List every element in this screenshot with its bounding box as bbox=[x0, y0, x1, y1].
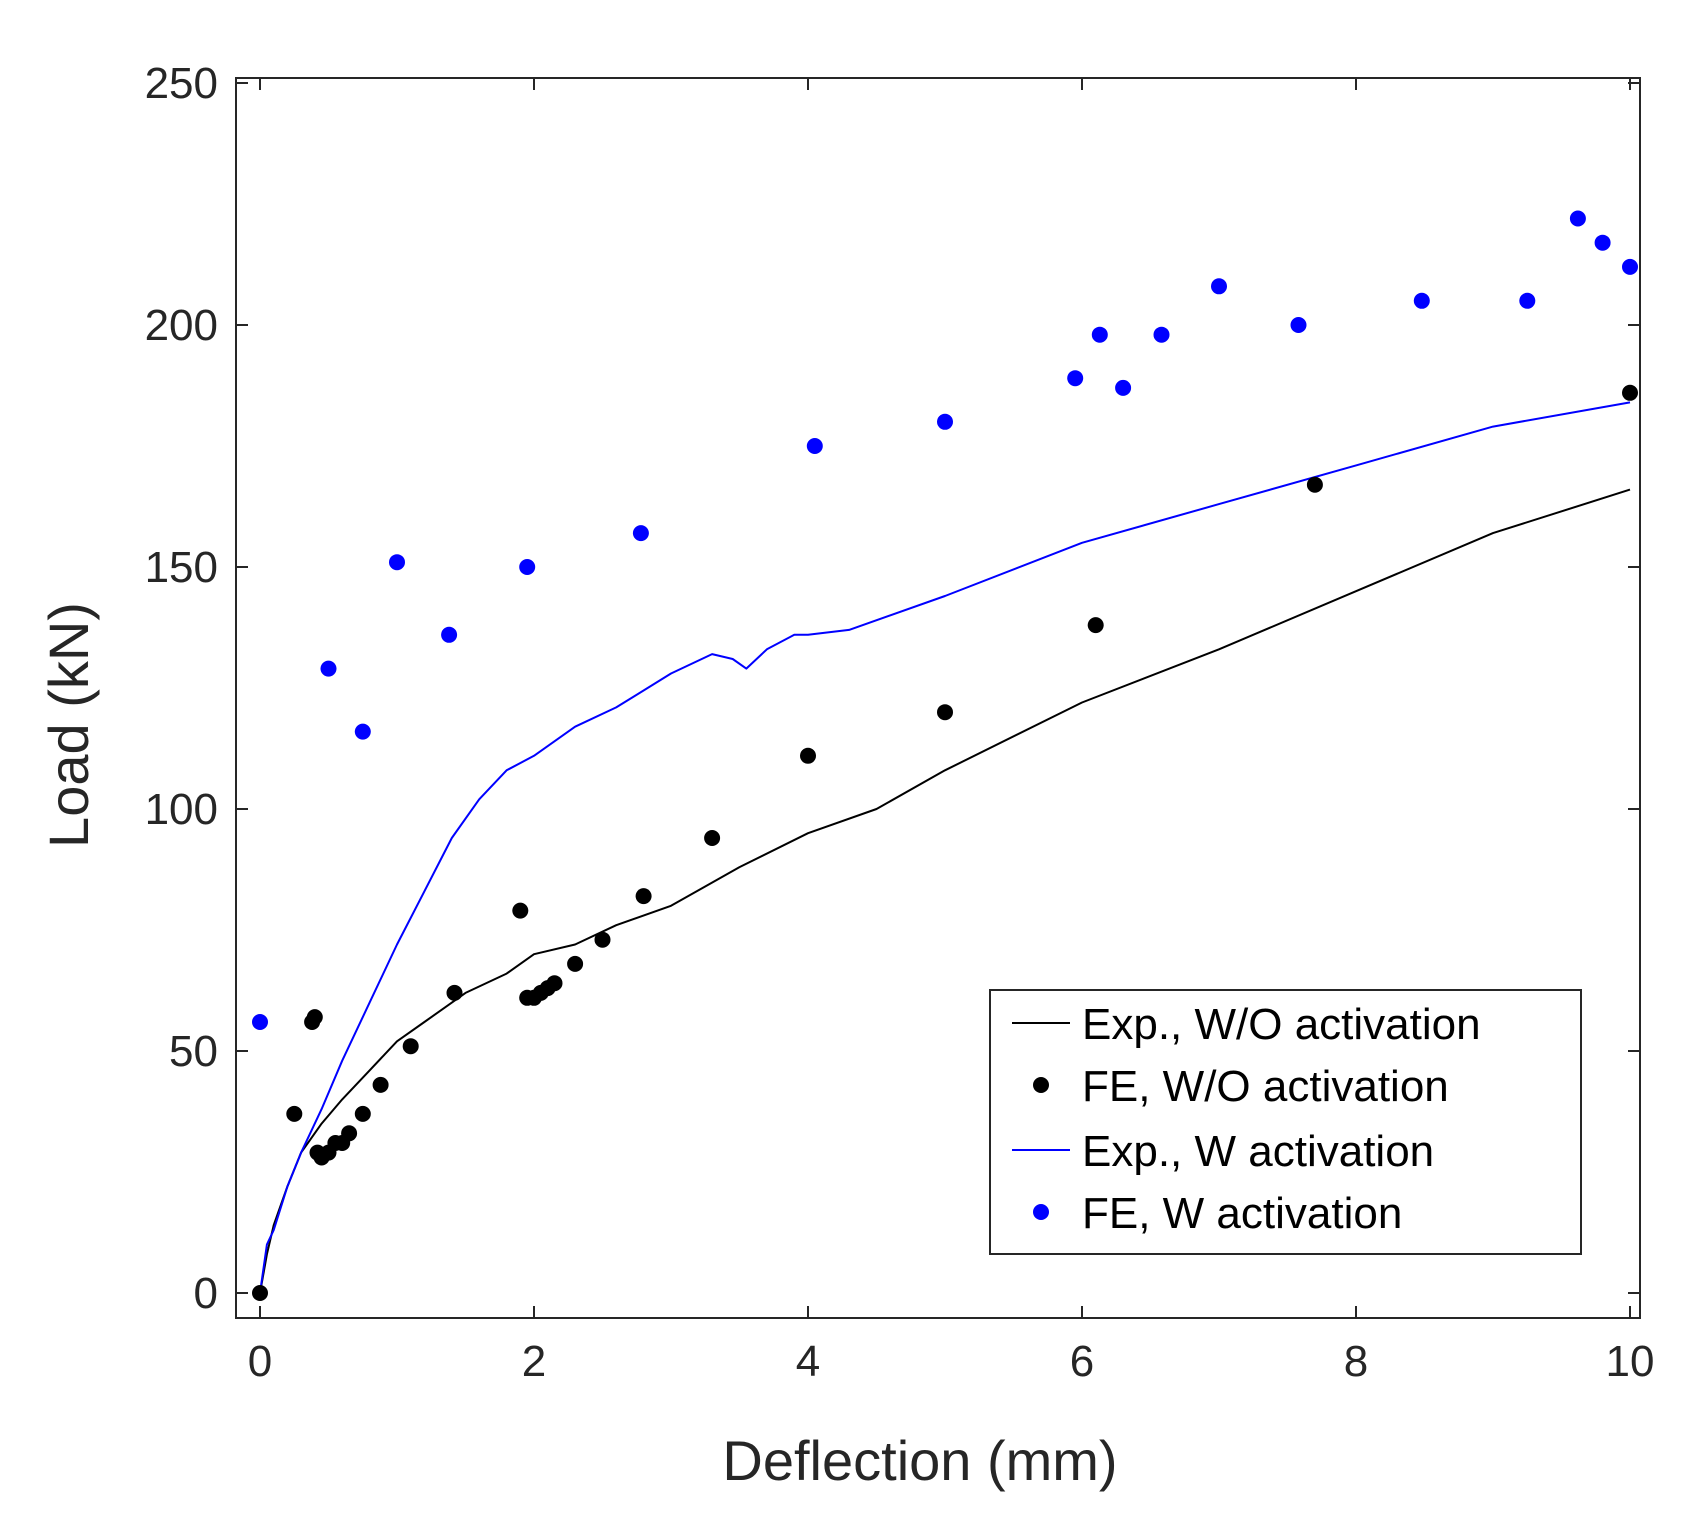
plot-area bbox=[235, 77, 1641, 1319]
data-point bbox=[354, 723, 371, 740]
legend-label-fe-wo: FE, W/O activation bbox=[1082, 1062, 1449, 1111]
data-point bbox=[1622, 384, 1638, 401]
y-tick-label: 250 bbox=[145, 59, 218, 108]
data-point bbox=[286, 1105, 303, 1122]
data-point bbox=[446, 984, 463, 1001]
y-tick-label: 150 bbox=[145, 543, 218, 592]
series-line-2 bbox=[259, 401, 1631, 1294]
data-point bbox=[1091, 326, 1108, 343]
x-tick-label: 4 bbox=[796, 1337, 820, 1386]
axis-ticks bbox=[236, 78, 1640, 1318]
data-point bbox=[512, 902, 529, 919]
data-point bbox=[546, 975, 563, 992]
data-point bbox=[1087, 617, 1104, 634]
data-point bbox=[567, 955, 584, 972]
data-point bbox=[341, 1125, 358, 1142]
legend-marker-fe-wo bbox=[1033, 1077, 1049, 1093]
data-point bbox=[1115, 379, 1132, 396]
data-point bbox=[635, 888, 652, 905]
data-point bbox=[1519, 292, 1536, 309]
data-point bbox=[594, 931, 611, 948]
data-point bbox=[320, 660, 337, 677]
data-point bbox=[519, 559, 536, 575]
data-point bbox=[632, 525, 649, 542]
y-tick-label: 200 bbox=[145, 301, 218, 350]
x-tick-label: 6 bbox=[1070, 1337, 1094, 1386]
legend-box bbox=[989, 989, 1582, 1255]
data-point bbox=[252, 1285, 268, 1301]
data-point bbox=[1569, 210, 1586, 227]
data-point bbox=[806, 438, 823, 454]
series-layer bbox=[252, 210, 1638, 1301]
data-point bbox=[1153, 326, 1170, 343]
data-point bbox=[1622, 258, 1638, 275]
data-point bbox=[1413, 292, 1430, 309]
data-point bbox=[704, 830, 721, 846]
legend-label-fe-w: FE, W activation bbox=[1082, 1189, 1402, 1238]
data-point bbox=[306, 1009, 323, 1026]
x-tick-label: 8 bbox=[1344, 1337, 1368, 1386]
data-point bbox=[354, 1105, 371, 1122]
y-tick-label: 100 bbox=[145, 785, 218, 834]
legend-marker-fe-w bbox=[1033, 1204, 1049, 1220]
legend-label-exp-wo: Exp., W/O activation bbox=[1082, 1000, 1481, 1049]
data-point bbox=[252, 1014, 268, 1030]
data-point bbox=[1306, 476, 1323, 493]
data-point bbox=[402, 1038, 419, 1055]
y-axis-title: Load (kN) bbox=[37, 602, 100, 848]
data-point bbox=[1211, 278, 1227, 295]
data-point bbox=[937, 704, 953, 721]
y-tick-label: 0 bbox=[194, 1269, 218, 1318]
x-axis-title: Deflection (mm) bbox=[722, 1429, 1117, 1492]
y-tick-label: 50 bbox=[169, 1027, 218, 1076]
series-points-3 bbox=[252, 210, 1638, 1030]
data-point bbox=[1290, 317, 1307, 333]
data-point bbox=[1067, 370, 1084, 387]
data-point bbox=[372, 1076, 389, 1093]
series-points-1 bbox=[252, 384, 1638, 1301]
data-point bbox=[800, 747, 816, 764]
data-point bbox=[389, 554, 405, 571]
legend-label-exp-w: Exp., W activation bbox=[1082, 1127, 1434, 1176]
data-point bbox=[937, 413, 953, 430]
x-tick-label: 10 bbox=[1606, 1337, 1655, 1386]
data-point bbox=[1594, 234, 1611, 251]
x-tick-label: 0 bbox=[248, 1337, 272, 1386]
data-point bbox=[441, 626, 458, 643]
x-tick-label: 2 bbox=[522, 1337, 546, 1386]
legend: Exp., W/O activation FE, W/O activation … bbox=[989, 989, 1582, 1255]
